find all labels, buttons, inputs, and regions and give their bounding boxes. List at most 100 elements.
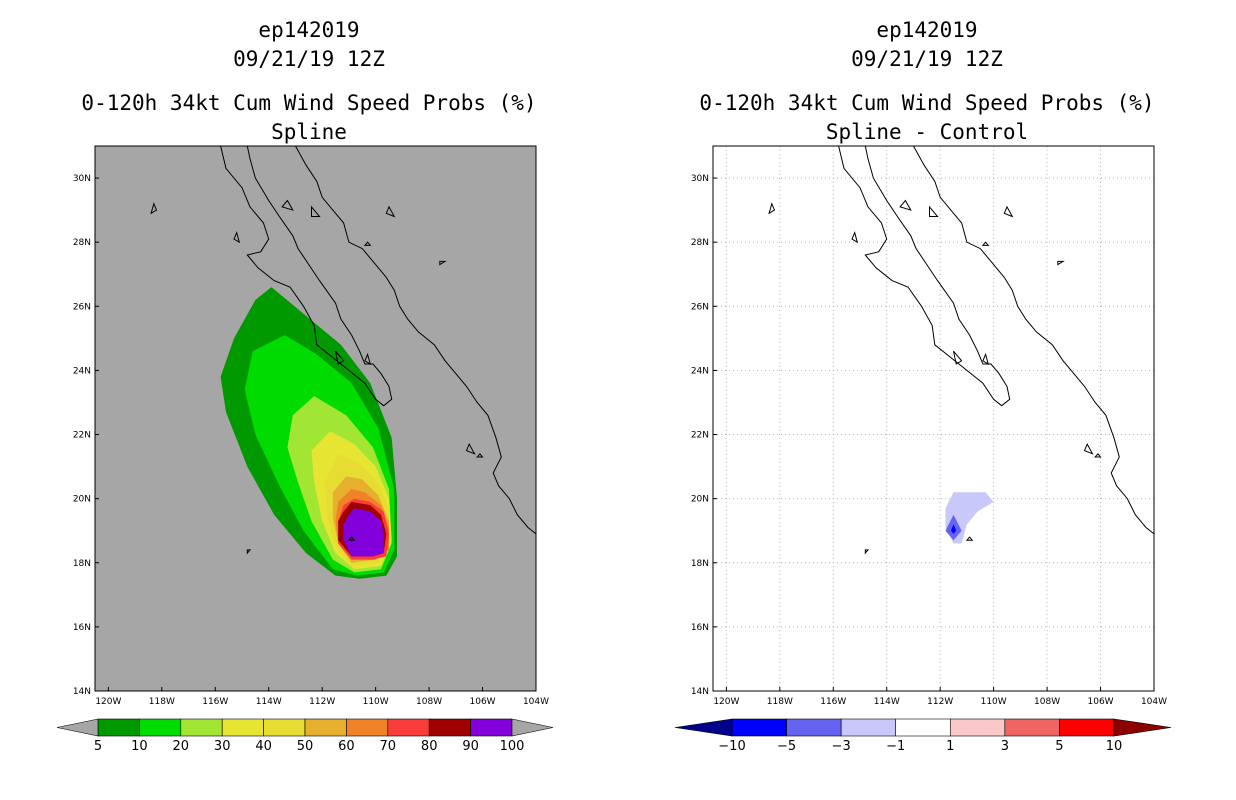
x-tick-label: 110W — [363, 697, 389, 707]
island — [899, 199, 912, 211]
y-tick-label: 20N — [73, 495, 91, 505]
island — [465, 442, 476, 455]
colorbar-low-arrow — [56, 718, 99, 737]
storm-id-title: ep142019 — [258, 18, 360, 42]
colorbar-high-arrow — [511, 718, 554, 737]
colorbar-box — [786, 718, 842, 737]
colorbar-box — [1059, 718, 1115, 737]
colorbar-box — [1004, 718, 1060, 737]
colorbar-label: 5 — [94, 739, 102, 754]
colorbar-box — [304, 718, 347, 737]
island — [281, 199, 294, 211]
colorbar-box — [428, 718, 471, 737]
colorbar-label: −5 — [777, 739, 796, 754]
y-tick-label: 26N — [691, 302, 709, 312]
island — [1094, 453, 1102, 458]
plot-frame — [94, 145, 537, 692]
island — [1003, 205, 1014, 218]
datetime-title: 09/21/19 12Z — [851, 47, 1003, 71]
probability-map: 120W 118W 116W 114W 112W 110W 108W 106W 104W 14N 1… — [56, 145, 554, 754]
y-tick-label: 14N — [73, 687, 91, 697]
chart-title: 0-120h 34kt Cum Wind Speed Probs (%) — [699, 91, 1155, 115]
colorbar-low-arrow — [674, 718, 733, 737]
plot-frame — [712, 145, 1155, 692]
colorbar-box — [346, 718, 389, 737]
y-tick-label: 24N — [73, 366, 91, 376]
chart-subtitle: Spline - Control — [825, 120, 1029, 144]
colorbar-box — [97, 718, 140, 737]
x-tick-label: 114W — [256, 697, 282, 707]
coastline — [220, 145, 393, 407]
y-tick-label: 28N — [73, 238, 91, 248]
x-tick-label: 120W — [713, 697, 739, 707]
x-tick-label: 112W — [309, 697, 335, 707]
contour-level-neg5 — [950, 524, 957, 534]
colorbar-box — [263, 718, 306, 737]
colorbar-label: 10 — [1106, 739, 1123, 754]
x-tick-label: 106W — [1088, 697, 1114, 707]
island — [246, 549, 252, 555]
colorbar-label: 60 — [338, 739, 355, 754]
colorbar-label: −10 — [718, 739, 745, 754]
contour-level-90 — [343, 508, 384, 557]
difference-map: 120W 118W 116W 114W 112W 110W 108W 106W 104W 14N 1… — [674, 145, 1172, 754]
right-chart-panel: ep142019 09/21/19 12Z 0-120h 34kt Cum Wi… — [618, 0, 1236, 800]
y-tick-label: 16N — [691, 623, 709, 633]
island — [981, 241, 990, 246]
colorbar-box — [949, 718, 1006, 737]
plot-background — [713, 146, 1154, 691]
x-tick-label: 120W — [95, 697, 121, 707]
colorbar-label: 50 — [297, 739, 314, 754]
island — [347, 536, 356, 541]
island — [233, 231, 241, 244]
colorbar-box — [895, 718, 951, 737]
island — [150, 202, 158, 215]
x-tick-label: 118W — [767, 697, 793, 707]
left-chart-panel: ep142019 09/21/19 12Z 0-120h 34kt Cum Wi… — [56, 18, 554, 754]
colorbar-box — [470, 718, 513, 737]
chart-subtitle: Spline — [271, 120, 347, 144]
colorbar-label: 100 — [500, 739, 525, 754]
island — [982, 352, 990, 366]
y-tick-label: 24N — [691, 366, 709, 376]
coastline — [913, 145, 1155, 535]
storm-id-title: ep142019 — [876, 18, 978, 42]
x-tick-label: 116W — [820, 697, 846, 707]
colorbar-label: 10 — [131, 739, 148, 754]
coastline — [295, 145, 537, 535]
colorbar-box — [731, 718, 787, 737]
island — [768, 202, 776, 215]
chart-title: 0-120h 34kt Cum Wind Speed Probs (%) — [81, 91, 537, 115]
colorbar-box — [139, 718, 182, 737]
island — [953, 350, 963, 365]
island — [476, 453, 484, 458]
island — [335, 350, 345, 365]
island — [1083, 442, 1094, 455]
y-tick-label: 14N — [691, 687, 709, 697]
colorbar-label: 70 — [380, 739, 397, 754]
colorbar-label: 3 — [1001, 739, 1009, 754]
y-tick-label: 20N — [691, 495, 709, 505]
island — [364, 352, 372, 366]
colorbar-box — [221, 718, 264, 737]
x-tick-label: 116W — [202, 697, 228, 707]
colorbar-label: 30 — [214, 739, 231, 754]
island — [311, 205, 321, 217]
island — [385, 205, 396, 218]
x-tick-label: 118W — [149, 697, 175, 707]
y-tick-label: 18N — [691, 559, 709, 569]
x-tick-label: 106W — [470, 697, 496, 707]
x-tick-label: 112W — [927, 697, 953, 707]
y-tick-label: 22N — [691, 431, 709, 441]
y-tick-label: 26N — [73, 302, 91, 312]
y-tick-label: 22N — [73, 431, 91, 441]
x-tick-label: 110W — [981, 697, 1007, 707]
colorbar-label: −3 — [832, 739, 851, 754]
island — [363, 241, 372, 246]
colorbar-label: 20 — [173, 739, 190, 754]
y-tick-label: 18N — [73, 559, 91, 569]
colorbar-label: 5 — [1055, 739, 1063, 754]
colorbar-box — [840, 718, 897, 737]
x-tick-label: 114W — [874, 697, 900, 707]
y-tick-label: 28N — [691, 238, 709, 248]
